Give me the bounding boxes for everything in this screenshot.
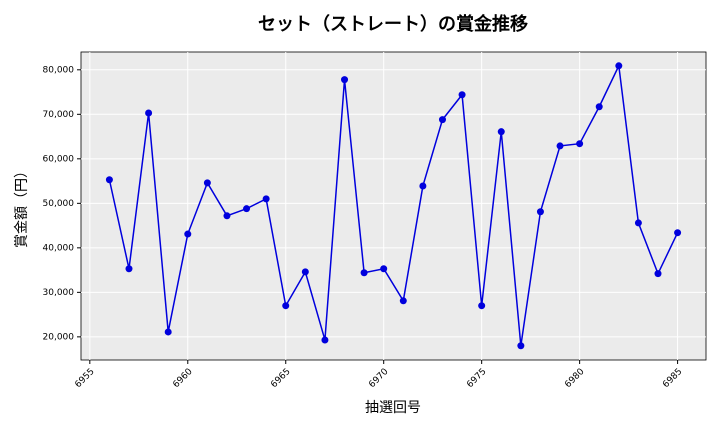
point bbox=[595, 103, 603, 111]
point bbox=[282, 302, 290, 310]
y-tick-label: 30,000 bbox=[43, 288, 75, 298]
point bbox=[399, 297, 407, 305]
point bbox=[380, 265, 388, 273]
point bbox=[105, 176, 113, 184]
point bbox=[321, 336, 329, 344]
chart-title: セット（ストレート）の賞金推移 bbox=[258, 13, 528, 35]
x-tick-label: 6985 bbox=[661, 367, 684, 390]
x-tick-label: 6975 bbox=[465, 367, 488, 390]
point bbox=[576, 140, 584, 148]
point bbox=[536, 208, 544, 216]
point bbox=[223, 212, 231, 220]
point bbox=[478, 302, 486, 310]
point bbox=[125, 265, 133, 273]
x-tick-label: 6965 bbox=[269, 367, 292, 390]
plot-area bbox=[80, 51, 707, 361]
y-axis-label: 賞金額（円） bbox=[14, 164, 30, 248]
x-tick-label: 6970 bbox=[367, 367, 390, 390]
x-tick-label: 6980 bbox=[563, 367, 586, 390]
y-tick-label: 40,000 bbox=[43, 243, 75, 253]
point bbox=[184, 230, 192, 238]
x-tick-label: 6955 bbox=[73, 367, 96, 390]
y-tick-label: 80,000 bbox=[43, 65, 75, 75]
point bbox=[262, 195, 270, 203]
y-tick-label: 70,000 bbox=[43, 110, 75, 120]
point bbox=[674, 229, 682, 237]
point bbox=[360, 269, 368, 277]
point bbox=[497, 128, 505, 136]
y-tick-label: 20,000 bbox=[43, 332, 75, 342]
point bbox=[341, 76, 349, 84]
x-tick-label: 6960 bbox=[171, 367, 194, 390]
point bbox=[654, 270, 662, 278]
point bbox=[164, 328, 172, 336]
point bbox=[301, 268, 309, 276]
point bbox=[438, 116, 446, 124]
y-tick-label: 60,000 bbox=[43, 154, 75, 164]
y-tick-label: 50,000 bbox=[43, 199, 75, 209]
point bbox=[634, 219, 642, 227]
line bbox=[108, 63, 679, 346]
point bbox=[419, 182, 427, 190]
point bbox=[517, 342, 525, 350]
point bbox=[203, 179, 211, 187]
point bbox=[243, 205, 251, 213]
point bbox=[615, 62, 623, 70]
point bbox=[458, 91, 466, 99]
x-axis-label: 抽選回号 bbox=[365, 400, 421, 416]
point bbox=[145, 109, 153, 117]
point bbox=[556, 142, 564, 150]
